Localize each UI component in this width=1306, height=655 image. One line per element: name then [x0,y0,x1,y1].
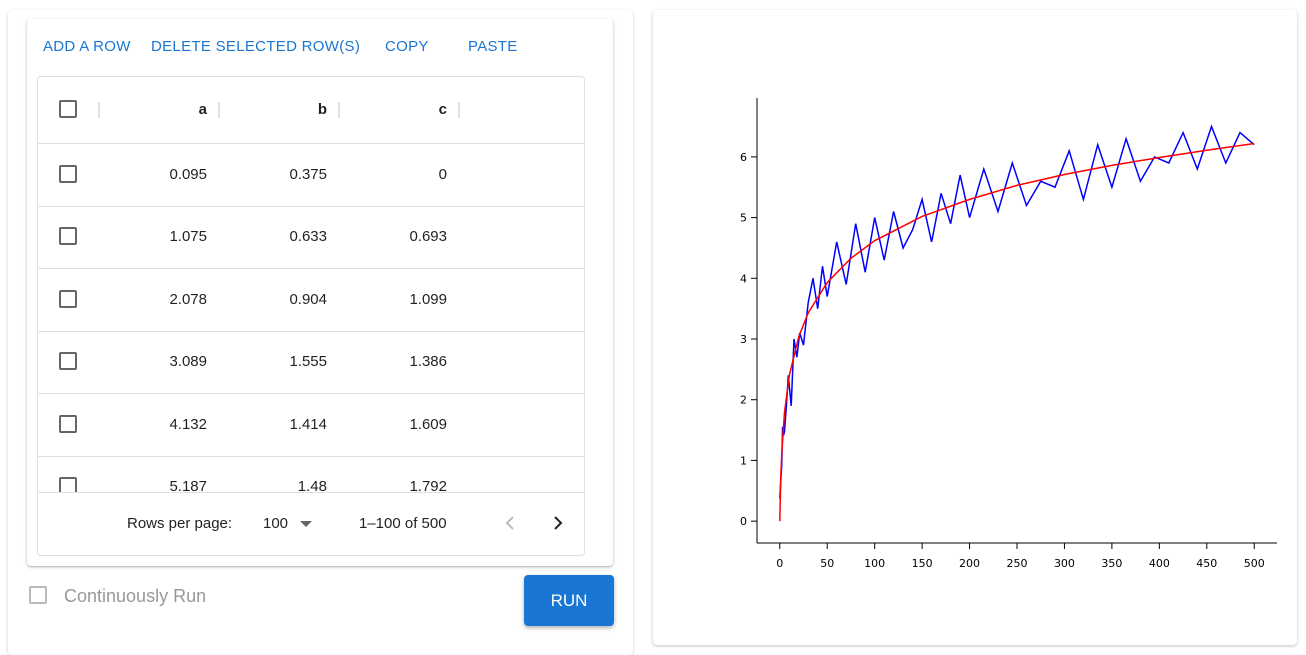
y-tick-label: 5 [740,212,747,225]
table-cell: 1.609 [409,415,447,433]
table-cell: 1.075 [169,228,207,246]
x-tick-label: 150 [912,557,933,570]
y-tick-label: 1 [740,454,747,467]
toolbar-button[interactable]: ADD A ROW [43,38,131,55]
data-line [779,124,1255,499]
grid-header: a b c [38,77,584,144]
table-cell: 1.099 [409,290,447,308]
select-all-checkbox[interactable] [59,100,77,118]
column-separator [338,102,340,118]
x-tick-label: 350 [1101,557,1122,570]
y-tick-label: 0 [740,515,747,528]
page-range: 1–100 of 500 [359,515,447,532]
grid-body: 0.095 0.375 0 1.075 0.633 0.693 2.078 0.904 1.09… [38,144,584,492]
column-separator [458,102,460,118]
table-row: 2.078 0.904 1.099 [38,269,584,332]
select-arrow [300,521,312,527]
x-tick-label: 0 [776,557,783,570]
toolbar-button[interactable]: DELETE SELECTED ROW(S) [151,38,361,55]
table-row: 4.132 1.414 1.609 [38,394,584,457]
table-cell: 4.132 [169,415,207,433]
table-cell: 0.633 [289,228,327,246]
table-cell: 0.693 [409,228,447,246]
row-checkbox[interactable] [59,165,77,183]
x-tick-label: 50 [820,557,834,570]
column-header[interactable]: a [198,101,207,118]
row-checkbox[interactable] [59,414,77,433]
toolbar-button[interactable]: PASTE [468,38,518,55]
table-cell: 0.904 [289,290,327,308]
table-cell: 2.078 [169,290,207,308]
x-tick-label: 100 [864,557,885,570]
chart-card: 0 50 100 150 200 250 300 350 400 450 500 0 1 2 3 4 5 6 [653,10,1297,645]
y-tick-label: 3 [740,333,747,346]
next-page[interactable] [552,515,564,531]
prev-page[interactable] [504,515,516,531]
table-cell: 0 [438,166,447,183]
y-tick-label: 4 [740,272,747,285]
rows-per-page-label: Rows per page: [127,515,233,532]
row-checkbox[interactable] [59,289,77,308]
x-tick-label: 300 [1054,557,1075,570]
table-cell: 1.48 [297,478,327,492]
chart: 0 50 100 150 200 250 300 350 400 450 500 0 1 2 3 4 5 6 [740,98,1277,570]
table-cell: 1.414 [289,415,327,433]
table-row: 3.089 1.555 1.386 [38,331,584,395]
table-cell: 1.792 [409,478,447,492]
x-tick-label: 400 [1149,557,1170,570]
rows-per-page-select[interactable]: 100 [263,515,289,532]
x-tick-label: 250 [1007,557,1028,570]
data-line [779,142,1255,522]
table-row: 1.075 0.633 0.693 [38,206,584,270]
continuous-label: Continuously Run [64,586,207,606]
column-header[interactable]: b [317,101,327,118]
toolbar-button[interactable]: COPY [385,38,429,55]
column-header[interactable]: c [438,101,447,118]
x-tick-label: 450 [1196,557,1217,570]
table-cell: 1.555 [289,353,327,371]
table-cell: 0.375 [289,166,327,183]
x-tick-label: 200 [959,557,980,570]
row-checkbox[interactable] [59,477,77,492]
continuous-checkbox[interactable] [29,586,47,604]
column-separator [98,102,100,118]
row-checkbox[interactable] [59,352,77,371]
run-button[interactable]: RUN [524,575,614,626]
table-cell: 3.089 [169,353,207,371]
column-separator [218,102,220,118]
data-grid: a b c 0.095 0.375 0 1.075 0.633 0.693 2.078 0.904… [37,76,585,556]
table-row: 5.187 1.48 1.792 [38,456,584,492]
row-checkbox[interactable] [59,227,77,246]
y-tick-label: 2 [740,394,747,407]
table-cell: 5.187 [169,478,207,492]
grid-footer: Rows per page: 100 1–100 of 500 [38,492,584,555]
y-tick-label: 6 [740,151,747,164]
table-cell: 0.095 [169,166,207,183]
table-cell: 1.386 [409,353,447,371]
x-tick-label: 500 [1244,557,1265,570]
table-row: 0.095 0.375 0 [38,144,584,207]
